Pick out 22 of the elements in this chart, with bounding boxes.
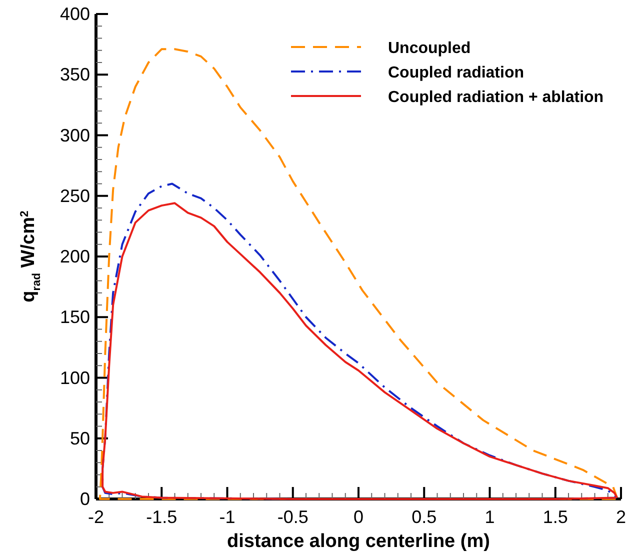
legend-label: Coupled radiation + ablation [388, 89, 604, 106]
y-tick-label: 150 [60, 307, 90, 328]
y-tick-label: 200 [60, 246, 90, 266]
y-tick-label: 350 [60, 64, 90, 85]
y-tick-label: 300 [60, 125, 90, 146]
x-tick-label: 0.5 [412, 507, 437, 527]
x-axis-title: distance along centerline (m) [227, 531, 490, 552]
x-tick-label: 1 [484, 507, 495, 527]
legend-label: Coupled radiation [388, 64, 524, 82]
y-tick-label: 400 [60, 4, 90, 24]
y-tick-label: 100 [60, 368, 90, 388]
y-tick-label: 50 [70, 428, 90, 448]
y-tick-label: 0 [80, 489, 90, 509]
x-tick-label: -2 [88, 507, 104, 527]
x-tick-label: -1 [219, 507, 236, 527]
x-tick-label: -1.5 [146, 507, 178, 527]
y-tick-label: 250 [60, 186, 90, 206]
x-tick-label: 2 [616, 507, 626, 527]
legend-label: Uncoupled [388, 40, 471, 57]
x-tick-label: -0.5 [277, 507, 308, 527]
x-tick-label: 1.5 [542, 507, 568, 527]
x-tick-label: 0 [353, 507, 364, 527]
